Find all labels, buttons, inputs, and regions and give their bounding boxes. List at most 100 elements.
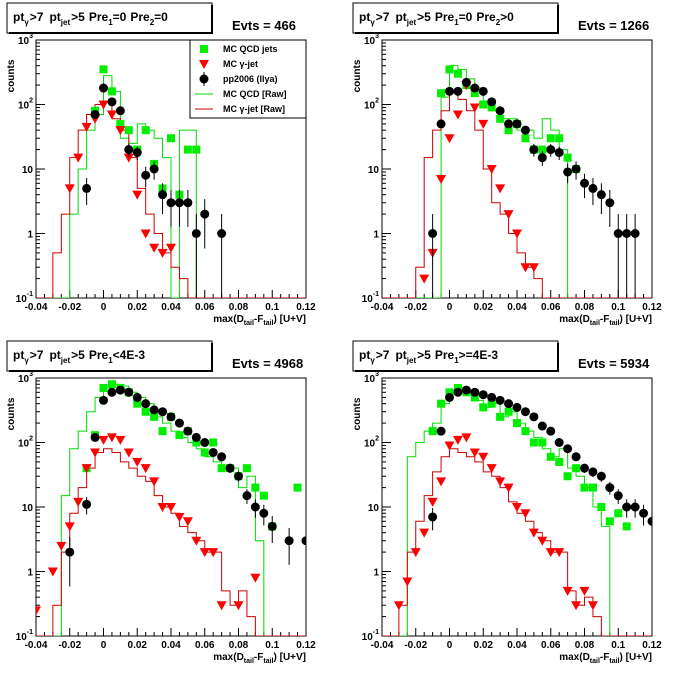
text-part: γ bbox=[370, 356, 375, 365]
text-part: γ bbox=[370, 18, 375, 27]
point-pp2006 bbox=[520, 407, 530, 417]
point-pp2006 bbox=[495, 395, 505, 405]
panel-title: ptγ>7 ptjet>5 Pre1=0 Pre2=0 bbox=[13, 10, 168, 27]
point-gamma-jet bbox=[216, 601, 227, 611]
point-gamma-jet bbox=[106, 110, 117, 120]
point-gamma-jet bbox=[444, 441, 455, 451]
text-part: pt bbox=[49, 348, 60, 362]
text-part: 1 bbox=[108, 18, 113, 27]
text-part: jet bbox=[406, 18, 417, 27]
point-pp2006 bbox=[571, 164, 581, 174]
point-pp2006 bbox=[580, 463, 589, 473]
text-part: 10 bbox=[364, 101, 376, 112]
point-pp2006 bbox=[436, 426, 446, 436]
x-tick-label: -0.02 bbox=[58, 640, 81, 651]
point-pp2006 bbox=[149, 405, 159, 415]
point-pp2006 bbox=[115, 385, 125, 395]
point-pp2006 bbox=[453, 86, 463, 96]
point-gamma-jet bbox=[149, 243, 160, 253]
text-part: 2 bbox=[29, 436, 33, 443]
point-gamma-jet bbox=[199, 548, 210, 558]
point-pp2006 bbox=[630, 229, 640, 238]
point-qcd-jets bbox=[217, 464, 226, 473]
point-pp2006 bbox=[546, 145, 556, 155]
point-qcd-jets bbox=[504, 126, 513, 135]
event-count: Evts = 466 bbox=[232, 18, 296, 33]
point-pp2006 bbox=[200, 438, 210, 447]
title-box bbox=[6, 2, 213, 34]
point-pp2006 bbox=[537, 153, 547, 163]
y-tick-label: 103 bbox=[18, 371, 33, 385]
legend-marker-square bbox=[200, 45, 208, 53]
point-qcd-jets bbox=[538, 145, 547, 154]
x-tick-label: 0.04 bbox=[161, 302, 181, 313]
point-pp2006 bbox=[512, 119, 522, 129]
point-gamma-jet bbox=[444, 134, 455, 144]
x-tick-label: 0.12 bbox=[296, 302, 316, 313]
text-part: 2 bbox=[496, 18, 501, 27]
point-pp2006 bbox=[647, 516, 652, 526]
point-pp2006 bbox=[445, 392, 454, 402]
point-pp2006 bbox=[639, 508, 649, 518]
legend-label: MC γ-jet bbox=[223, 59, 258, 69]
point-gamma-jet bbox=[461, 433, 472, 443]
text-part: tail bbox=[590, 658, 600, 665]
text-part: 1 bbox=[108, 356, 113, 365]
hist-mc-qcd-raw- bbox=[382, 387, 652, 636]
text-part: pt bbox=[49, 10, 60, 24]
text-part: 1 bbox=[27, 230, 33, 241]
point-qcd-jets bbox=[192, 438, 201, 447]
point-pp2006 bbox=[267, 521, 277, 531]
point-gamma-jet bbox=[478, 119, 489, 129]
point-pp2006 bbox=[284, 536, 294, 546]
point-pp2006 bbox=[166, 412, 176, 422]
x-tick-label: 0.12 bbox=[296, 640, 316, 651]
point-qcd-jets bbox=[597, 503, 606, 511]
y-tick-label: 1 bbox=[373, 230, 379, 241]
point-qcd-jets bbox=[563, 472, 572, 481]
point-pp2006 bbox=[588, 467, 598, 477]
point-qcd-jets bbox=[445, 65, 454, 74]
point-gamma-jet bbox=[512, 503, 522, 512]
event-count: Evts = 1266 bbox=[578, 18, 649, 33]
text-part: γ bbox=[24, 356, 29, 365]
point-qcd-jets bbox=[622, 522, 631, 531]
text-part: max(D bbox=[213, 652, 244, 663]
y-tick-label: 10 bbox=[22, 165, 34, 176]
point-qcd-jets bbox=[209, 438, 218, 447]
point-pp2006 bbox=[563, 167, 573, 177]
point-pp2006 bbox=[580, 178, 589, 188]
x-tick-label: 0.12 bbox=[642, 640, 662, 651]
point-pp2006 bbox=[622, 229, 632, 238]
point-qcd-jets bbox=[133, 399, 142, 408]
title-box bbox=[352, 340, 559, 372]
text-part: tail bbox=[590, 320, 600, 327]
x-tick-label: -0.04 bbox=[371, 640, 394, 651]
y-axis-label: counts bbox=[352, 397, 363, 430]
x-tick-label: -0.04 bbox=[25, 640, 48, 651]
point-pp2006 bbox=[428, 229, 438, 238]
text-part: >7 bbox=[30, 10, 44, 24]
text-part: Pre bbox=[435, 10, 455, 24]
x-tick-label: 0.02 bbox=[474, 640, 494, 651]
point-qcd-jets bbox=[555, 134, 564, 143]
y-tick-label: 10 bbox=[368, 503, 380, 514]
point-pp2006 bbox=[158, 407, 168, 417]
text-part: jet bbox=[406, 356, 417, 365]
point-qcd-jets bbox=[428, 427, 437, 436]
point-gamma-jet bbox=[427, 497, 438, 507]
text-part: pt bbox=[359, 348, 370, 362]
y-tick-label: 103 bbox=[364, 33, 379, 47]
y-axis-label: counts bbox=[352, 59, 363, 92]
text-part: tail bbox=[244, 658, 254, 665]
point-qcd-jets bbox=[470, 393, 479, 402]
panel-title: ptγ>7 ptjet>5 Pre1>=4E-3 bbox=[359, 348, 498, 365]
text-part: pt bbox=[13, 10, 24, 24]
text-part: Pre bbox=[89, 10, 109, 24]
point-pp2006 bbox=[242, 491, 252, 501]
point-qcd-jets bbox=[479, 403, 488, 412]
x-tick-label: 0.06 bbox=[541, 640, 561, 651]
point-gamma-jet bbox=[233, 601, 244, 611]
